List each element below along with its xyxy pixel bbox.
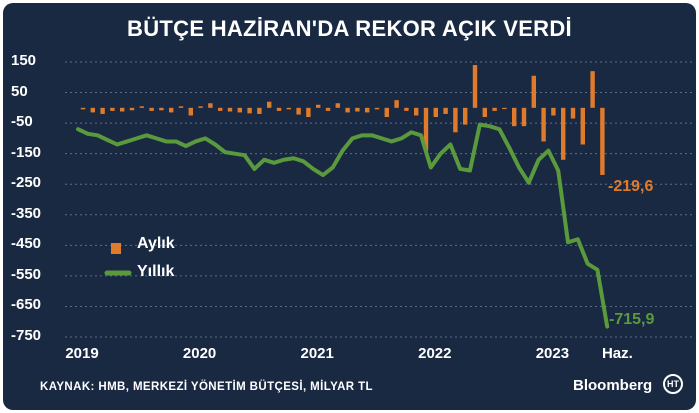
legend-label-annual: Yıllık <box>137 263 175 280</box>
bar-monthly-23 <box>306 107 311 117</box>
bar-monthly-10 <box>178 106 184 108</box>
bar-monthly-40 <box>472 65 478 108</box>
y-tick-label-4: -250 <box>11 174 42 192</box>
y-tick-label-1: 50 <box>11 82 28 100</box>
y-tick-label-0: 150 <box>11 52 37 69</box>
bar-monthly-7 <box>149 107 154 111</box>
chart-plot <box>65 61 693 338</box>
bar-monthly-13 <box>208 103 213 108</box>
bar-monthly-44 <box>512 107 517 127</box>
bar-monthly-6 <box>139 106 144 108</box>
bar-monthly-45 <box>521 107 527 127</box>
bar-monthly-18 <box>257 107 262 114</box>
bar-monthly-12 <box>198 106 203 108</box>
x-tick-label-2: 2021 <box>300 345 334 362</box>
bar-monthly-52 <box>590 71 595 108</box>
bar-monthly-48 <box>551 107 556 116</box>
bar-monthly-5 <box>129 107 135 111</box>
legend-swatch-monthly <box>111 243 121 254</box>
bar-monthly-32 <box>394 100 399 108</box>
y-tick-label-6: -450 <box>11 235 42 253</box>
bar-monthly-50 <box>570 107 576 119</box>
bar-monthly-8 <box>159 107 164 111</box>
bar-monthly-29 <box>365 107 370 113</box>
bar-monthly-26 <box>335 103 340 108</box>
bar-monthly-47 <box>541 107 546 142</box>
bar-monthly-24 <box>316 104 321 108</box>
bar-monthly-25 <box>325 107 331 111</box>
bar-monthly-43 <box>502 107 507 110</box>
y-tick-label-9: -750 <box>11 327 42 344</box>
bar-monthly-19 <box>267 101 272 108</box>
chart-title: BÜTÇE HAZİRAN'DA REKOR AÇIK VERDİ <box>127 16 572 41</box>
y-tick-label-5: -350 <box>11 204 42 222</box>
x-tick-label-0: 2019 <box>65 345 99 362</box>
bar-monthly-22 <box>296 107 301 115</box>
legend-label-monthly: Aylık <box>137 235 175 252</box>
y-tick-label-3: -150 <box>11 143 42 161</box>
source-note: KAYNAK: HMB, MERKEZİ YÖNETİM BÜTÇESİ, Mİ… <box>40 381 373 393</box>
bar-monthly-27 <box>345 107 350 113</box>
end-label-monthly: -219,6 <box>608 178 654 195</box>
bar-monthly-30 <box>374 107 380 110</box>
bar-monthly-42 <box>492 107 497 111</box>
bar-monthly-36 <box>433 107 438 117</box>
bar-monthly-20 <box>276 107 282 111</box>
chart-panel: BÜTÇE HAZİRAN'DA REKOR AÇIK VERDİ 150 50 -… <box>3 3 696 410</box>
bar-monthly-3 <box>110 107 115 111</box>
bar-monthly-51 <box>580 107 585 145</box>
bar-monthly-9 <box>169 107 174 113</box>
bar-monthly-0 <box>80 107 86 110</box>
bar-monthly-14 <box>218 107 223 111</box>
bar-monthly-34 <box>414 107 419 116</box>
bar-monthly-16 <box>237 107 242 113</box>
y-tick-label-2: -50 <box>11 113 33 131</box>
bar-monthly-38 <box>453 107 458 133</box>
end-label-annual: -715,9 <box>609 311 655 328</box>
x-tick-label-5: Haz. <box>601 345 633 362</box>
bar-monthly-17 <box>247 107 252 114</box>
y-tick-label-8: -650 <box>11 296 42 314</box>
bar-monthly-46 <box>531 75 536 108</box>
x-tick-label-1: 2020 <box>182 345 217 362</box>
bar-monthly-21 <box>286 107 291 110</box>
bar-monthly-35 <box>423 107 429 151</box>
brand-name: Bloomberg <box>573 377 653 394</box>
line-annual <box>76 122 610 329</box>
bar-monthly-15 <box>227 107 233 112</box>
bar-monthly-4 <box>120 107 125 112</box>
bar-monthly-2 <box>100 107 105 114</box>
x-tick-label-4: 2023 <box>535 345 570 362</box>
bar-monthly-11 <box>188 107 193 116</box>
y-tick-label-7: -550 <box>11 265 42 283</box>
bar-monthly-31 <box>384 107 389 117</box>
x-tick-label-3: 2022 <box>418 345 452 362</box>
bar-monthly-1 <box>90 107 95 113</box>
bar-monthly-33 <box>404 107 409 111</box>
bar-monthly-53 <box>600 107 605 175</box>
bar-monthly-41 <box>482 107 487 117</box>
bar-monthly-49 <box>561 107 566 160</box>
bar-monthly-28 <box>355 107 360 112</box>
bar-monthly-37 <box>443 107 448 114</box>
bar-monthly-39 <box>463 107 468 125</box>
brand-logo-icon: HT <box>663 374 683 394</box>
